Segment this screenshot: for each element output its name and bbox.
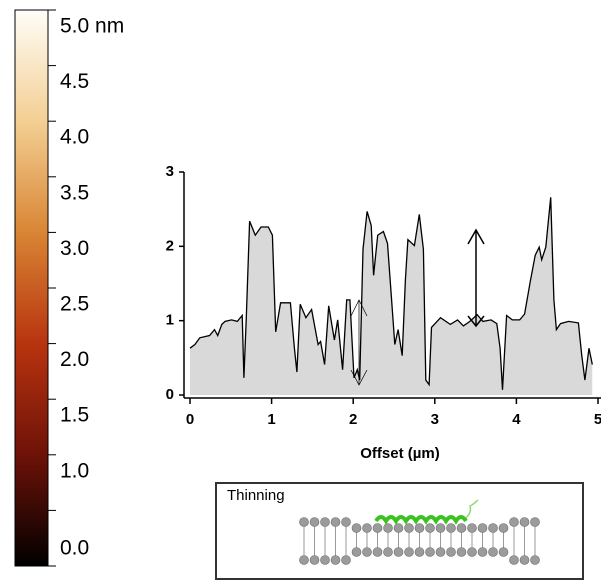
colorbar: 5.0 nm 4.5 4.0 3.5 3.0 2.5 2.0 1.5 1.0 0.0 xyxy=(14,9,124,567)
peptide-helix xyxy=(374,515,468,525)
lipid-head xyxy=(509,555,519,565)
lipid-head xyxy=(383,547,393,557)
lipid-head xyxy=(498,547,509,557)
lipid-head xyxy=(404,547,414,557)
lipid-head xyxy=(519,517,530,527)
colorbar-tick-label: 5.0 nm xyxy=(60,15,124,38)
x-tick-label: 0 xyxy=(186,411,194,428)
lipid-head xyxy=(393,523,404,533)
lipid-head xyxy=(477,523,488,533)
lipid-head xyxy=(341,517,351,527)
lipid-head xyxy=(341,555,351,565)
colorbar-tick-label: 4.5 xyxy=(60,70,89,93)
lipid-head xyxy=(435,523,446,533)
lipid-head xyxy=(530,555,540,565)
lipid-head xyxy=(330,517,341,527)
lipid-head xyxy=(351,547,362,557)
annotation-arrows xyxy=(350,228,485,386)
y-tick-label: 3 xyxy=(166,163,174,180)
lipid-head xyxy=(309,555,320,565)
arrow-head xyxy=(350,299,368,317)
colorbar-tick-label: 1.5 xyxy=(60,404,89,427)
lipid-head xyxy=(414,523,425,533)
lipid-head xyxy=(435,547,446,557)
x-tick-label: 1 xyxy=(267,411,275,428)
lipid-head xyxy=(456,547,467,557)
x-tick-label: 5 xyxy=(594,411,601,428)
lipid-head xyxy=(446,523,456,533)
membrane xyxy=(299,517,540,565)
lipid-head xyxy=(414,547,425,557)
lipid-head xyxy=(530,517,540,527)
colorbar-tick-label: 2.0 xyxy=(60,348,89,371)
lipid-head xyxy=(362,547,372,557)
lipid-head xyxy=(425,547,435,557)
peptide-tail xyxy=(465,499,479,519)
colorbar-tick-label: 3.0 xyxy=(60,237,89,260)
lipid-head xyxy=(509,517,519,527)
x-tick-label: 4 xyxy=(512,411,521,428)
lipid-head xyxy=(498,523,509,533)
lipid-head xyxy=(320,555,330,565)
lipid-head xyxy=(519,555,530,565)
lipid-head xyxy=(372,523,383,533)
colorbar-tick-label: 1.0 xyxy=(60,459,89,482)
lipid-head xyxy=(393,547,404,557)
lipid-head xyxy=(488,523,498,533)
lipid-head xyxy=(477,547,488,557)
lipid-head xyxy=(446,547,456,557)
colorbar-tick-label: 0.0 xyxy=(60,537,89,560)
inset-title: Thinning xyxy=(227,487,285,504)
lipid-head xyxy=(351,523,362,533)
colorbar-tick-label: 2.5 xyxy=(60,293,89,316)
profile-line xyxy=(189,197,593,390)
y-tick-label: 0 xyxy=(166,386,174,403)
colorbar-tick-label: 4.0 xyxy=(60,126,89,149)
lipid-head xyxy=(362,523,372,533)
lipid-head xyxy=(425,523,435,533)
lipid-head xyxy=(488,547,498,557)
arrow-head xyxy=(467,315,485,328)
lipid-head xyxy=(372,547,383,557)
lipid-head xyxy=(299,517,309,527)
colorbar-gradient xyxy=(14,9,49,567)
inset-diagram: Thinning xyxy=(215,482,584,580)
x-tick-label: 3 xyxy=(431,411,439,428)
y-tick-label: 1 xyxy=(166,312,174,329)
lipid-head xyxy=(383,523,393,533)
colorbar-tick-label: 3.5 xyxy=(60,181,89,204)
lipid-head xyxy=(309,517,320,527)
y-tick-label: 2 xyxy=(166,237,174,254)
profile-chart: 0 1 2 3 0 1 2 3 4 5 Offset (µm) xyxy=(166,163,601,462)
arrow-head xyxy=(467,228,485,245)
x-axis-label: Offset (µm) xyxy=(360,445,439,462)
lipid-head xyxy=(330,555,341,565)
arrow-head xyxy=(350,369,368,386)
lipid-head xyxy=(467,547,477,557)
lipid-head xyxy=(404,523,414,533)
lipid-head xyxy=(467,523,477,533)
lipid-head xyxy=(320,517,330,527)
lipid-head xyxy=(456,523,467,533)
x-tick-label: 2 xyxy=(349,411,357,428)
lipid-head xyxy=(299,555,309,565)
